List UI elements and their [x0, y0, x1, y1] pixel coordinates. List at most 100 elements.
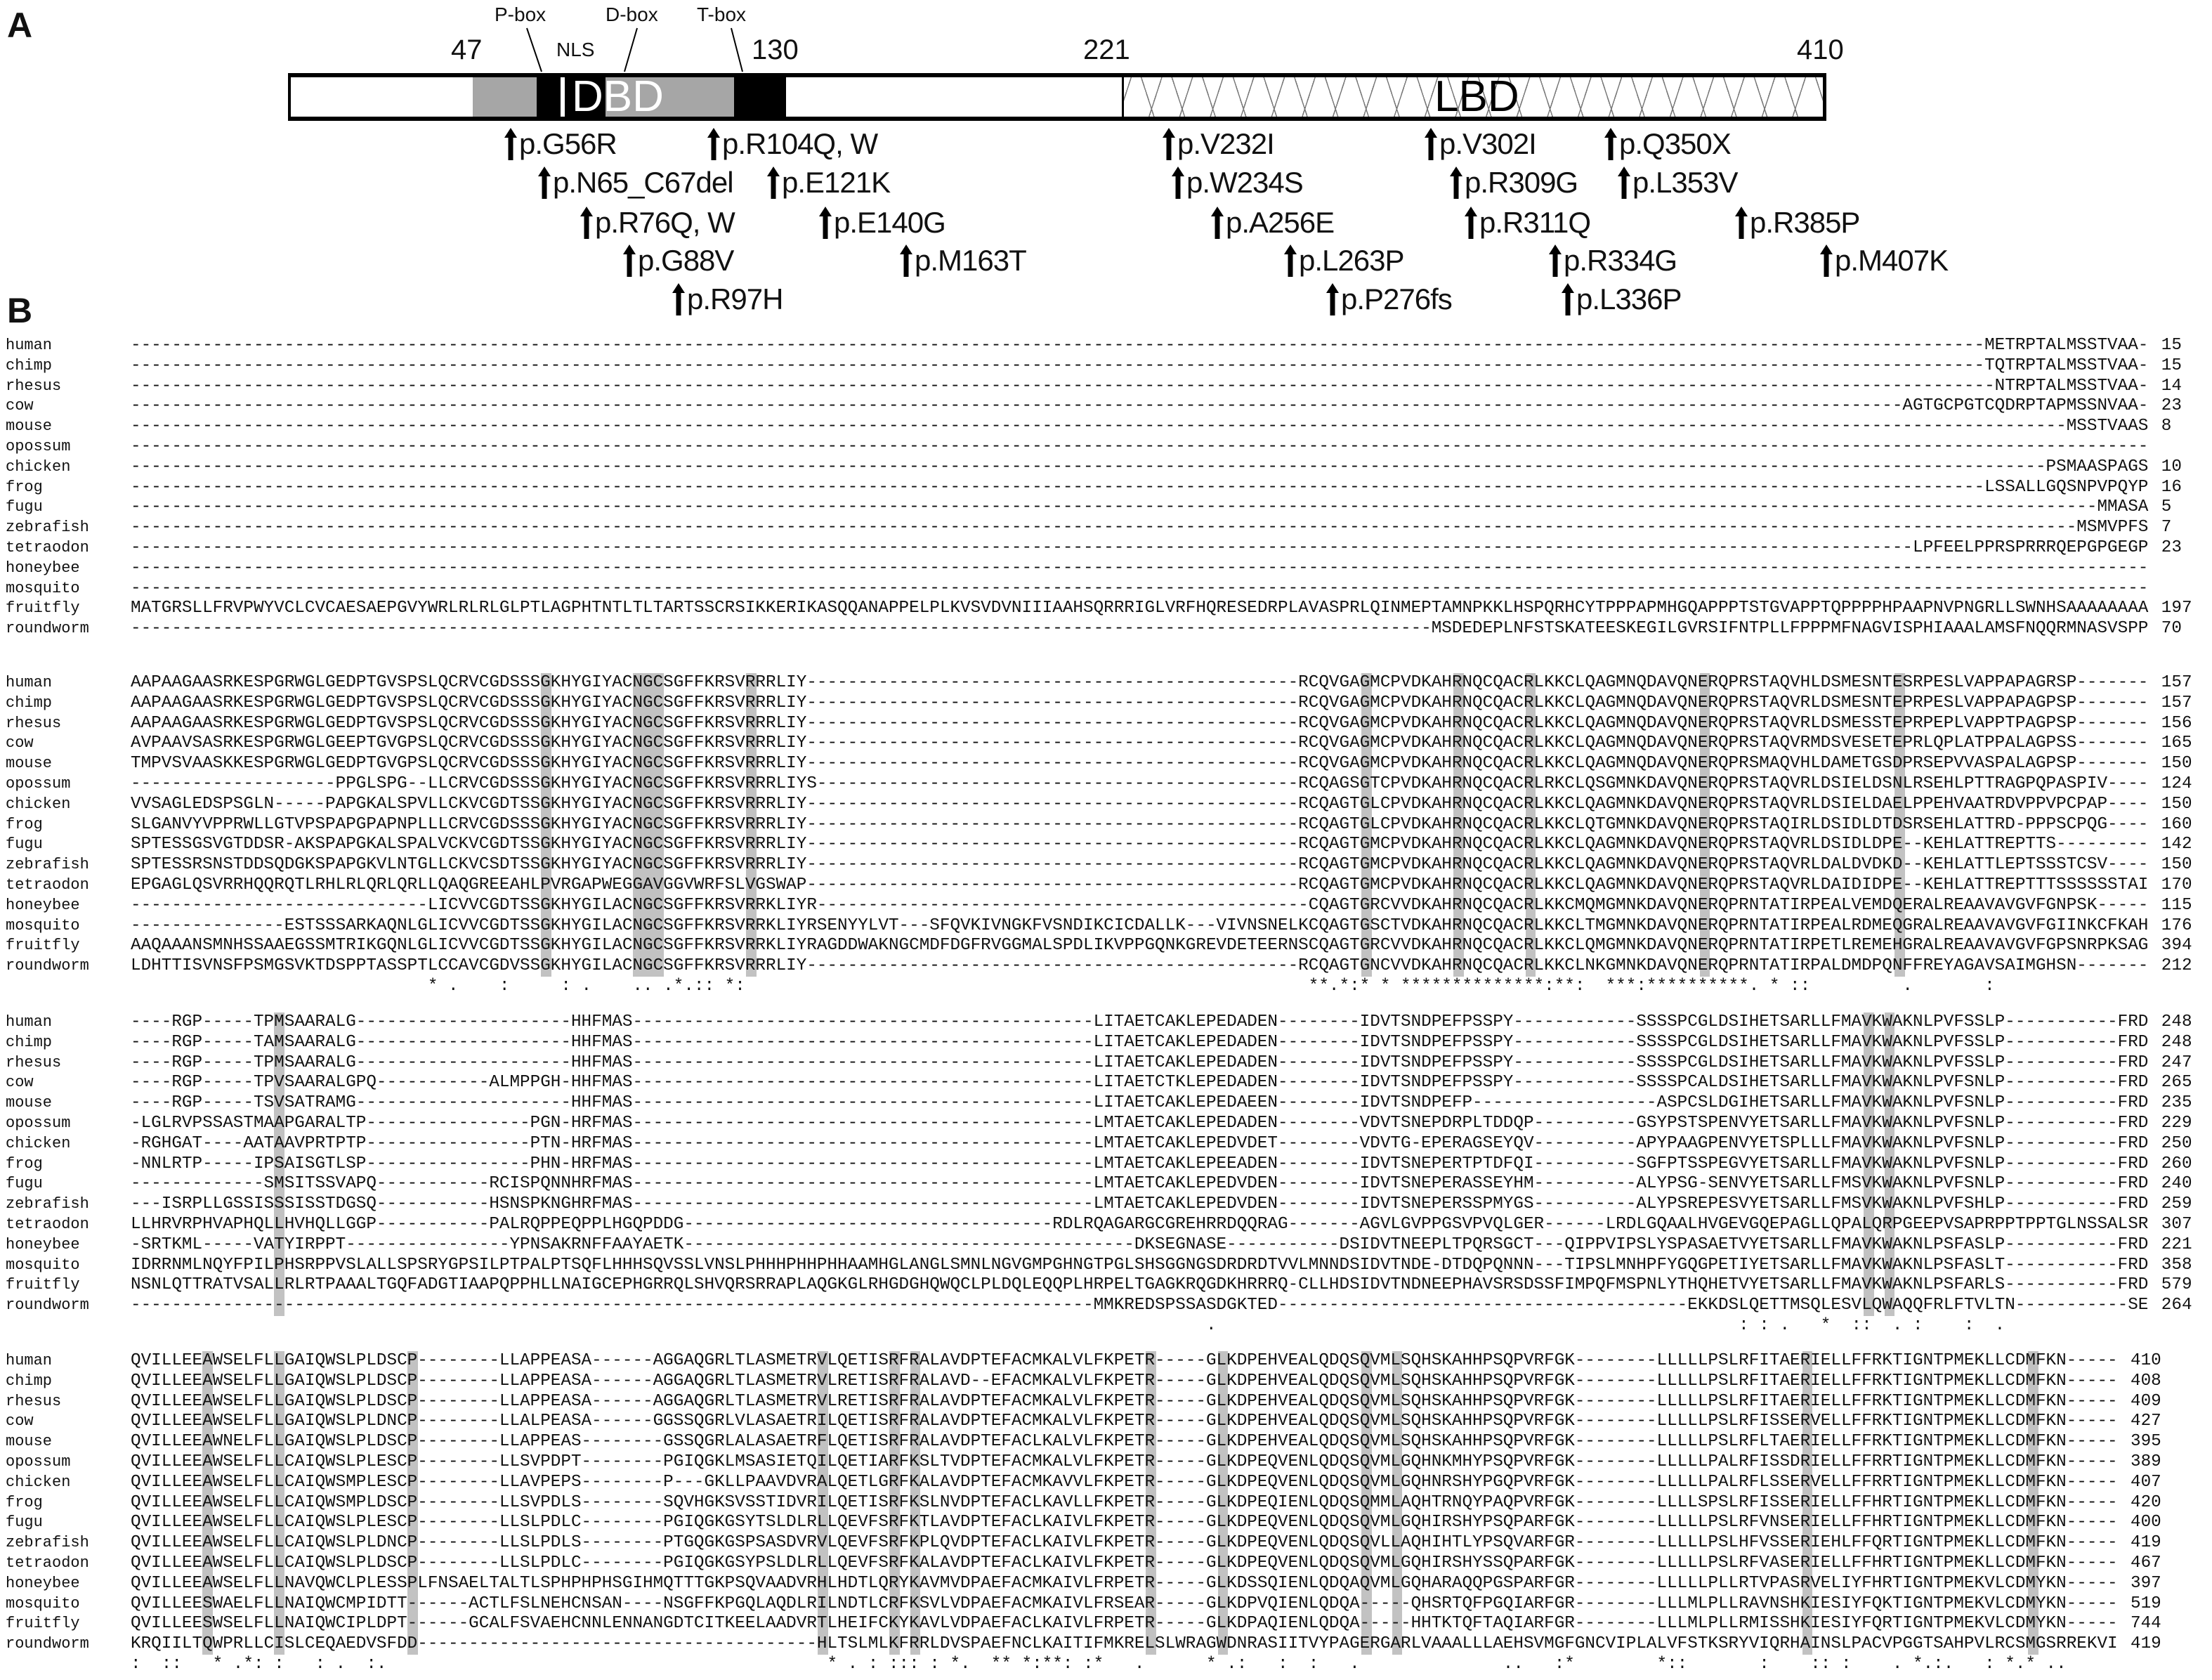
lbd-region: [1122, 77, 1823, 117]
residue-count: 150: [2161, 855, 2192, 875]
residue-count: 407: [2131, 1472, 2161, 1492]
residue-count: 427: [2131, 1412, 2161, 1431]
sequence: ----RGP-----TSVSATRAMG------------------…: [131, 1093, 2149, 1113]
sequence: -RGHGAT----AATAAVPRTPTP----------------P…: [131, 1133, 2149, 1153]
sequence: -LGLRVPSSASTMAAPGARALTP----------------P…: [131, 1114, 2149, 1133]
mutation-marker: p.E140G: [819, 207, 946, 239]
highlighted-column: [1392, 1351, 1403, 1655]
d-box-region: [565, 77, 606, 117]
up-arrow-icon: [1604, 128, 1617, 160]
species-name: chimp: [6, 1033, 53, 1051]
residue-count: 156: [2161, 713, 2192, 733]
residue-count: 10: [2161, 457, 2182, 476]
up-arrow-icon: [1425, 128, 1437, 160]
highlighted-column: [1894, 673, 1905, 977]
sequence: ----------------------------------------…: [131, 336, 2149, 355]
mutation-label: p.W234S: [1186, 166, 1304, 199]
position-label-47: 47: [451, 34, 483, 65]
sequence: ----------------------------------------…: [131, 437, 2149, 456]
species-name: cow: [6, 397, 34, 415]
highlighted-column: [541, 673, 551, 977]
up-arrow-icon: [1820, 245, 1833, 277]
mutation-label: p.R334G: [1564, 244, 1677, 277]
sequence: QVILLEESWAELFLLNAIQWCMPIDTT------ACTLFSL…: [131, 1594, 2118, 1613]
residue-count: 394: [2161, 936, 2192, 956]
species-name: fruitfly: [6, 1615, 80, 1633]
residue-count: 419: [2131, 1533, 2161, 1553]
species-name: rhesus: [6, 1053, 62, 1072]
residue-count: 419: [2131, 1634, 2161, 1654]
mutation-marker: p.E121K: [767, 167, 891, 199]
species-name: human: [6, 337, 53, 354]
up-arrow-icon: [1735, 207, 1748, 239]
residue-count: 235: [2161, 1093, 2192, 1113]
sequence: AAQAAANSMNHSSAAEGSSMTRIKGQNLGLICVVCGDTSS…: [131, 936, 2149, 956]
up-arrow-icon: [1172, 167, 1184, 199]
lbd-label: LBD: [1434, 73, 1519, 121]
protein-bar: DBD LBD: [288, 73, 1826, 121]
sequence: AVPAAVSASRKESPGRWGLGEEPTGVGPSLQCRVCGDSSS…: [131, 734, 2149, 753]
residue-count: 142: [2161, 835, 2192, 854]
residue-count: 23: [2161, 396, 2182, 416]
conservation-line: : :: * .*: : : . :. * . : ::: : *. ** *:…: [131, 1655, 2067, 1674]
mutation-label: p.R309G: [1465, 166, 1578, 199]
up-arrow-icon: [1163, 128, 1175, 160]
residue-count: 197: [2161, 599, 2192, 618]
up-arrow-icon: [1549, 245, 1562, 277]
residue-count: 420: [2131, 1492, 2161, 1512]
position-label-221: 221: [1083, 34, 1130, 65]
species-name: rhesus: [6, 377, 62, 395]
up-arrow-icon: [1326, 283, 1339, 315]
sequence: MATGRSLLFRVPWYVCLCVCAESAEPGVYWRLRLRLGLPT…: [131, 599, 2149, 618]
t-box-region: [734, 77, 786, 117]
species-name: roundworm: [6, 1635, 89, 1653]
species-name: rhesus: [6, 714, 62, 732]
sequence: AAPAAGAASRKESPGRWGLGEDPTGVSPSLQCRVCGDSSS…: [131, 713, 2149, 733]
residue-count: 248: [2161, 1012, 2192, 1031]
mutation-marker: p.L336P: [1562, 283, 1682, 315]
species-name: opossum: [6, 1114, 71, 1132]
species-name: frog: [6, 478, 43, 496]
mutation-label: p.Q350X: [1619, 127, 1732, 160]
sequence: -------------SMSITSSVAPQ-----------RCISP…: [131, 1174, 2149, 1194]
highlighted-column: [889, 1351, 900, 1655]
sequence: EPGAGLQSVRRHQQRQTLRHLRLQRLQRLLQAQGREEAHL…: [131, 875, 2149, 894]
species-name: tetraodon: [6, 539, 89, 556]
mutation-label: p.V232I: [1177, 127, 1275, 160]
dbd-region-2: [606, 77, 734, 117]
species-name: zebrafish: [6, 1534, 89, 1552]
residue-count: 259: [2161, 1194, 2192, 1214]
position-label-410: 410: [1797, 34, 1844, 65]
sequence: QVILLEEAWNELFLLGAIQWSLPLDSCP--------LLAP…: [131, 1432, 2118, 1452]
species-name: honeybee: [6, 1574, 80, 1592]
residue-count: 124: [2161, 774, 2192, 793]
species-name: fugu: [6, 1175, 43, 1193]
mutation-label: p.G88V: [638, 244, 734, 277]
species-name: zebrafish: [6, 1195, 89, 1213]
species-name: cow: [6, 1074, 34, 1092]
species-name: human: [6, 674, 53, 691]
sequence: QVILLEEAWSELFLLGAIQWSLPLDSCP--------LLAP…: [131, 1371, 2118, 1391]
residue-count: 176: [2161, 916, 2192, 935]
up-arrow-icon: [1465, 207, 1477, 239]
residue-count: 358: [2161, 1255, 2192, 1275]
sequence: KRQIILTQWPRLLCISLCEQAEDVSFDD------------…: [131, 1634, 2118, 1654]
t-box-pointer-line: [731, 27, 743, 72]
residue-count: 150: [2161, 754, 2192, 774]
up-arrow-icon: [580, 207, 593, 239]
mutation-label: p.M407K: [1835, 244, 1949, 277]
mutation-marker: p.R385P: [1735, 207, 1860, 239]
sequence: ----RGP-----TAMSAARALG------------------…: [131, 1032, 2149, 1052]
highlighted-column: [274, 1351, 284, 1655]
sequence: ----------------------------------------…: [131, 457, 2149, 476]
residue-count: 408: [2131, 1371, 2161, 1391]
mutation-label: p.M163T: [915, 244, 1027, 277]
residue-count: 170: [2161, 875, 2192, 894]
sequence: ----------------------------------------…: [131, 477, 2149, 497]
residue-count: 410: [2131, 1351, 2161, 1370]
species-name: mouse: [6, 417, 53, 436]
mutation-marker: p.Q350X: [1604, 127, 1732, 160]
sequence: TMPVSVAASKKESPGRWGLGEDPTGVGPSLQCRVCGDSSS…: [131, 754, 2149, 774]
sequence: QVILLEEAWSELFLLNAVQWCLPLESSPLFNSAELTALTL…: [131, 1573, 2118, 1593]
mutation-marker: p.M163T: [900, 244, 1027, 277]
